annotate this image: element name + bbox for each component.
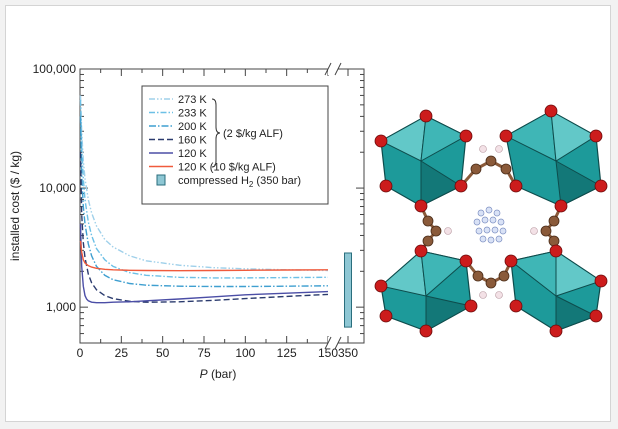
series-line-5 (79, 240, 329, 272)
x-tick-label: 50 (156, 346, 170, 360)
polyhedron-top-left (379, 115, 468, 207)
legend-label-1: 233 K (178, 108, 207, 120)
legend-box (141, 85, 329, 205)
series-line-4 (79, 223, 329, 304)
x-axis-label: P (bar) (200, 367, 237, 381)
x-tick-label: 75 (197, 346, 211, 360)
cost-chart: 0 25 50 75 100 125 150 350 1,000 10,000 100,000 P… (8, 62, 365, 381)
axis-break-gap (328, 337, 338, 349)
legend-label-0: 273 K (178, 94, 207, 106)
oxygen-atoms (374, 104, 608, 338)
series-layer (79, 95, 329, 304)
bar-layer (344, 252, 352, 328)
legend-label-5: 120 K (10 $/kg ALF) (178, 162, 276, 174)
y-tick-label: 1,000 (46, 300, 76, 314)
x-tick-label: 125 (277, 346, 297, 360)
axis-break-mark (334, 336, 342, 350)
hydrogen-atoms (444, 145, 538, 299)
legend-label-4: 120 K (178, 148, 207, 160)
y-tick-labels: 1,000 10,000 100,000 (33, 62, 77, 314)
axis-break-mark (334, 62, 342, 76)
x-tick-label: 25 (115, 346, 129, 360)
axis-break-mark (324, 62, 332, 76)
carbon-atoms (422, 155, 560, 289)
series-line-2 (79, 116, 329, 288)
x-break-tick-label: 350 (338, 346, 358, 360)
axis-ticks (79, 68, 364, 344)
polyhedron-top-right (504, 110, 603, 207)
x-tick-label: 0 (77, 346, 84, 360)
series-line-0 (79, 95, 329, 272)
series-line-3 (79, 152, 329, 303)
axis-break (324, 62, 342, 350)
hydrogen-guest-molecules (473, 206, 507, 244)
legend-label-2: 200 K (178, 121, 207, 133)
figure-frame: 0 25 50 75 100 125 150 350 1,000 10,000 100,000 P… (5, 5, 611, 422)
legend-bracket (211, 98, 221, 168)
legend-bracket-label: (2 $/kg ALF) (223, 128, 283, 140)
axis-break-mark (324, 336, 332, 350)
y-tick-label: 100,000 (33, 62, 77, 76)
mof-structure-illustration (374, 104, 608, 338)
x-tick-labels: 0 25 50 75 100 125 150 350 (77, 346, 359, 360)
y-axis-label: installed cost ($ / kg) (8, 151, 22, 261)
x-tick-label: 100 (235, 346, 255, 360)
y-tick-label: 10,000 (39, 181, 76, 195)
compressed-h2-bar (344, 252, 352, 328)
polyhedron-bottom-right (509, 250, 603, 332)
legend-label-bar: compressed H2 (350 bar) (178, 175, 301, 189)
x-tick-label: 150 (318, 346, 338, 360)
legend-swatch-bar (156, 174, 166, 186)
axis-break-gap (328, 63, 338, 75)
legend-label-3: 160 K (178, 135, 207, 147)
polyhedron-bottom-left (379, 249, 473, 332)
series-line-1 (79, 99, 329, 279)
